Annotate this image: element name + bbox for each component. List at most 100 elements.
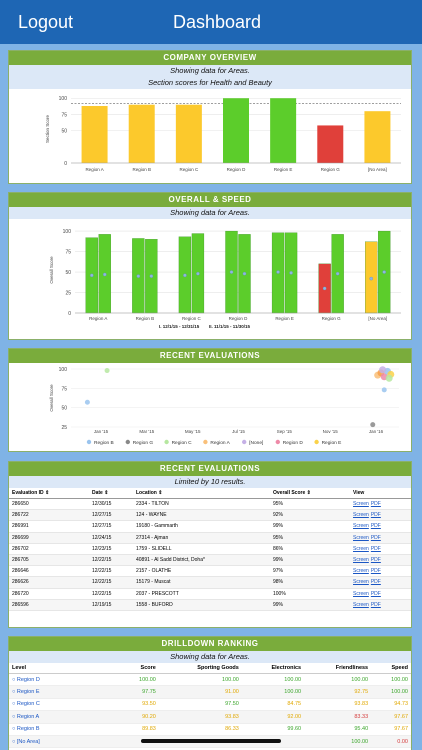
score-cell: 92.75 [304,685,372,699]
speed-marker [289,271,293,275]
screen-link[interactable]: Screen [353,568,369,575]
pdf-link[interactable]: PDF [370,579,381,586]
legend-entry: Region A [210,440,230,446]
view-cell: Screen PDF [350,576,411,589]
company-overview-panel: COMPANY OVERVIEW Showing data for Areas.… [8,50,412,184]
table-row[interactable]: ○ Region B 89.83 86.33 99.60 95.40 97.67 [9,723,411,736]
pdf-link[interactable]: PDF [370,601,381,608]
panel-subtitle: Limited by 10 results. [9,476,411,488]
table-row: 286991 12/27/15 19180 - Gammarth 99% Screen P… [9,520,411,533]
pdf-link[interactable]: PDF [370,545,381,552]
score-cell [119,735,159,749]
panel-subtitle: Showing data for Areas. [9,207,411,219]
evaluation-id-cell: 286702 [9,543,89,555]
x-tick-label: Region D [229,316,249,321]
evaluation-id-cell: 286720 [9,588,89,600]
x-tick-label: Region D [227,167,247,172]
x-tick-label: Mar '15 [139,429,154,434]
level-cell[interactable]: ○ [No Area] [9,735,119,749]
table-row[interactable]: ○ [No Area]97.50100.000.00 [9,735,411,749]
section-score-chart: 0 50 75 100 Section Score Region A Region B Reg… [45,96,401,172]
recent-evaluations-table-panel: RECENT EVALUATIONS Limited by 10 results… [8,461,412,628]
speed-marker [322,286,327,291]
bar-region-c [175,104,202,163]
score-cell: 100.00 [304,673,372,687]
pdf-link[interactable]: PDF [370,590,381,597]
score-cell: 99.60 [241,723,305,736]
location-cell: 2334 - TILTON [133,498,270,511]
level-cell[interactable]: ○ Region D [9,673,119,687]
level-cell[interactable]: ○ Region B [9,723,119,736]
overall-score-cell: 98% [270,576,350,589]
legend-swatch [314,439,319,445]
x-tick-label: Region E [274,167,293,172]
x-tick-label: Jul '15 [232,429,245,434]
table-row[interactable]: ○ Region E 97.75 91.00 100.00 92.75 100.00 [9,685,411,699]
screen-link[interactable]: Screen [353,512,369,519]
screen-link[interactable]: Screen [353,579,369,586]
logout-button[interactable]: Logout [18,12,74,32]
screen-link[interactable]: Screen [353,601,369,608]
location-cell: 1558 - BUFORD [133,599,270,611]
legend-entry: I. 12/1/15 - 12/31/15 [159,324,200,329]
evaluations-table: Evaluation ID ⇕ Date ⇕ Location ⇕ Overal… [9,488,411,611]
panel-header: DRILLDOWN RANKING [9,637,411,651]
pdf-link[interactable]: PDF [370,557,381,564]
panel-subtitle: Showing data for Areas. [9,651,411,663]
column-header-date[interactable]: Date ⇕ [89,488,133,499]
y-tick-label: 0 [68,311,71,317]
level-label: Region B [16,726,40,733]
y-axis-label: Overall Score [49,384,54,412]
view-cell: Screen PDF [350,588,411,600]
home-indicator [141,739,281,743]
legend-entry: Region B [94,440,114,446]
level-cell[interactable]: ○ Region C [9,698,119,712]
table-row: 286702 12/23/15 1759 - SLIDELL 86% Screen PDF [9,543,411,555]
panel-header: RECENT EVALUATIONS [9,462,411,476]
score-cell: 95.40 [304,723,372,736]
score-cell: 93.50 [119,698,159,712]
screen-link[interactable]: Screen [353,523,369,530]
panel-header: RECENT EVALUATIONS [9,349,411,363]
column-header-location[interactable]: Location ⇕ [133,488,270,499]
location-cell: 15179 - Muscat [133,576,270,589]
score-cell: 84.75 [241,698,305,712]
level-cell[interactable]: ○ Region E [9,685,119,699]
date-cell: 12/22/15 [89,576,133,589]
pdf-link[interactable]: PDF [370,568,381,575]
legend-entry: Region C [172,440,193,446]
evaluation-id-cell: 286646 [9,565,89,578]
pdf-link[interactable]: PDF [370,523,381,530]
view-cell: Screen PDF [350,543,411,555]
evaluation-id-cell: 286650 [9,498,89,511]
x-tick-label: Nov '15 [323,429,339,434]
y-tick-label: 100 [63,229,72,235]
location-cell: 2037 - PRESCOTT [133,588,270,600]
column-header-overall-score[interactable]: Overall Score ⇕ [270,488,350,499]
bar-region-d [223,98,249,163]
top-bar: Logout Dashboard [0,0,422,44]
table-row[interactable]: ○ Region D 100.00 100.00 100.00 100.00 100.00 [9,673,411,687]
table-row[interactable]: ○ Region C 93.50 97.50 84.75 93.83 94.73 [9,698,411,712]
table-row[interactable]: ○ Region A 90.20 93.83 92.00 83.33 97.67 [9,710,411,724]
x-tick-label: May '15 [185,429,201,434]
view-cell: Screen PDF [350,520,411,533]
score-cell: 93.83 [158,710,242,724]
screen-link[interactable]: Screen [353,557,369,564]
screen-link[interactable]: Screen [353,534,369,541]
x-tick-label: Jan '15 [94,429,109,434]
date-cell: 12/23/15 [89,543,133,555]
recent-evaluations-chart-panel: RECENT EVALUATIONS 25 50 75 100 Overall Scor… [8,348,412,452]
screen-link[interactable]: Screen [353,501,369,508]
screen-link[interactable]: Screen [353,545,369,552]
level-cell[interactable]: ○ Region A [9,710,119,724]
column-header-evaluation-id[interactable]: Evaluation ID ⇕ [9,488,89,499]
location-cell: 27314 - Ajman [133,532,270,544]
pdf-link[interactable]: PDF [370,534,381,541]
score-cell: 97.67 [371,710,411,724]
x-tick-label: Region G [322,316,342,321]
pdf-link[interactable]: PDF [370,501,381,508]
score-cell: 86.33 [158,723,242,736]
screen-link[interactable]: Screen [353,590,369,597]
pdf-link[interactable]: PDF [370,512,381,519]
